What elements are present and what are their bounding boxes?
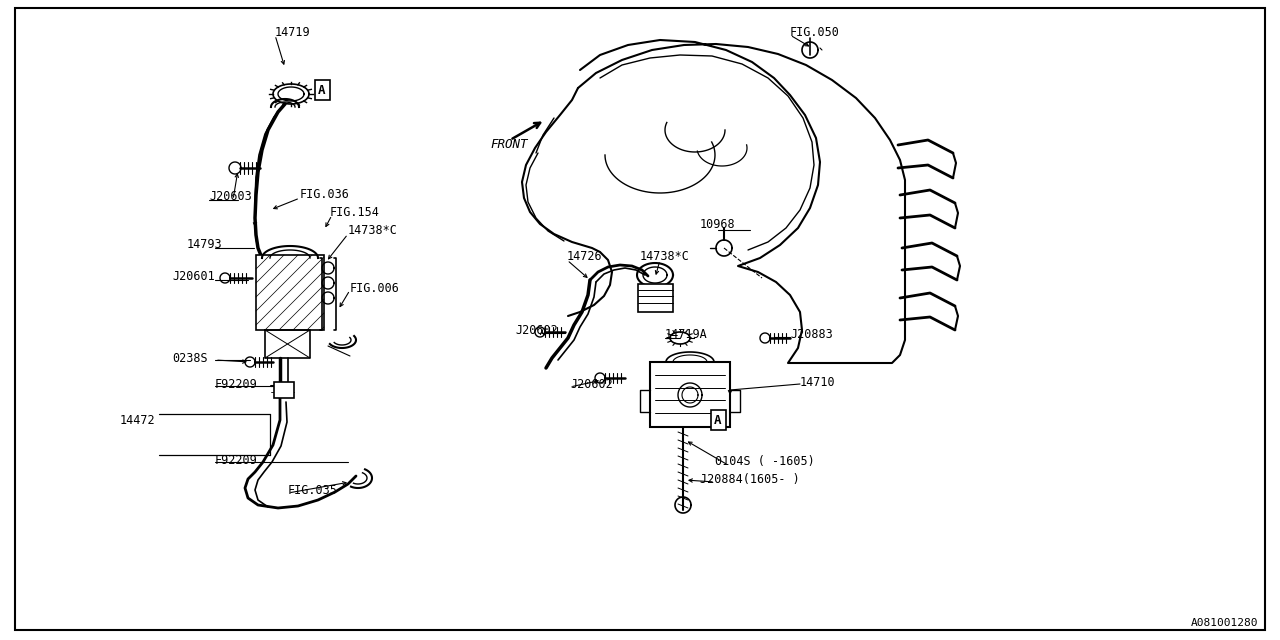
Polygon shape — [760, 333, 771, 343]
Text: J20602: J20602 — [515, 323, 558, 337]
Polygon shape — [244, 357, 255, 367]
Polygon shape — [535, 327, 545, 337]
Text: 10968: 10968 — [700, 218, 736, 232]
Polygon shape — [323, 292, 334, 304]
Polygon shape — [323, 277, 334, 289]
Text: F92209: F92209 — [215, 378, 257, 390]
Text: 14719A: 14719A — [666, 328, 708, 342]
Text: 14710: 14710 — [800, 376, 836, 388]
Text: FRONT: FRONT — [490, 138, 527, 152]
Text: FIG.035: FIG.035 — [288, 483, 338, 497]
Text: 14472: 14472 — [120, 413, 156, 426]
Polygon shape — [682, 387, 698, 403]
Text: J20603: J20603 — [209, 191, 252, 204]
Polygon shape — [803, 42, 818, 58]
Polygon shape — [323, 262, 334, 274]
Text: J20602: J20602 — [570, 378, 613, 392]
Polygon shape — [595, 373, 605, 383]
Polygon shape — [229, 162, 241, 174]
Text: A081001280: A081001280 — [1190, 618, 1258, 628]
Bar — [256, 255, 324, 330]
Text: 14793: 14793 — [187, 239, 223, 252]
Polygon shape — [220, 273, 230, 283]
Polygon shape — [675, 497, 691, 513]
Text: J20883: J20883 — [790, 328, 833, 342]
Text: J20601: J20601 — [172, 271, 215, 284]
Bar — [650, 362, 730, 427]
Polygon shape — [716, 240, 732, 256]
Text: 14738*C: 14738*C — [640, 250, 690, 264]
Text: FIG.050: FIG.050 — [790, 26, 840, 38]
Text: 14738*C: 14738*C — [348, 225, 398, 237]
Text: J20884(1605- ): J20884(1605- ) — [700, 474, 800, 486]
Polygon shape — [678, 383, 701, 407]
Text: A: A — [319, 83, 325, 97]
Text: FIG.154: FIG.154 — [330, 207, 380, 220]
Text: FIG.036: FIG.036 — [300, 189, 349, 202]
Text: A: A — [714, 413, 722, 426]
Text: 14719: 14719 — [275, 26, 311, 38]
Text: 14726: 14726 — [567, 250, 603, 264]
Bar — [274, 382, 294, 398]
Text: FIG.006: FIG.006 — [349, 282, 399, 294]
Bar — [637, 284, 673, 312]
Text: 0238S: 0238S — [172, 351, 207, 365]
Text: 0104S ( -1605): 0104S ( -1605) — [716, 456, 815, 468]
Text: F92209: F92209 — [215, 454, 257, 467]
